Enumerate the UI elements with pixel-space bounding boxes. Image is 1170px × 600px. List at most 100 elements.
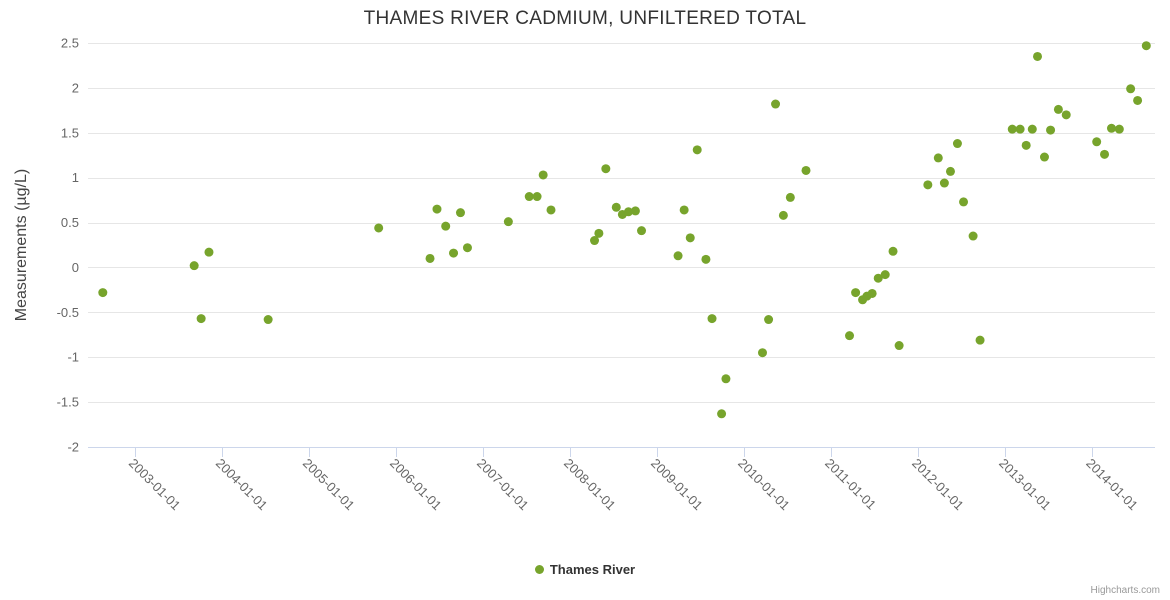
- y-axis-label: -0.5: [57, 305, 79, 320]
- data-point[interactable]: [263, 315, 273, 325]
- data-point[interactable]: [590, 236, 600, 246]
- y-axis-label: 0.5: [61, 215, 79, 230]
- chart-title: THAMES RIVER CADMIUM, UNFILTERED TOTAL: [363, 8, 807, 29]
- data-point[interactable]: [1061, 110, 1071, 120]
- data-point[interactable]: [189, 261, 199, 271]
- data-point[interactable]: [441, 221, 451, 231]
- data-point[interactable]: [462, 243, 472, 253]
- x-axis-label: 2014-01-01: [1083, 456, 1141, 514]
- data-point[interactable]: [1046, 125, 1056, 135]
- data-point[interactable]: [1033, 51, 1043, 61]
- data-point[interactable]: [432, 204, 442, 214]
- data-point[interactable]: [939, 178, 949, 188]
- data-point[interactable]: [1106, 123, 1116, 133]
- y-axis-label: 1.5: [61, 125, 79, 140]
- data-point[interactable]: [1126, 84, 1136, 94]
- data-point[interactable]: [532, 192, 542, 202]
- data-point[interactable]: [673, 251, 683, 261]
- data-point[interactable]: [867, 288, 877, 298]
- data-point[interactable]: [1114, 124, 1124, 134]
- data-point[interactable]: [98, 288, 108, 298]
- x-axis-label: 2011-01-01: [822, 456, 879, 513]
- y-axis-label: 2: [72, 80, 79, 95]
- data-point[interactable]: [1100, 149, 1110, 159]
- data-point[interactable]: [880, 270, 890, 280]
- x-axis-label: 2009-01-01: [648, 456, 706, 514]
- data-point[interactable]: [1027, 124, 1037, 134]
- data-point[interactable]: [601, 164, 611, 174]
- x-axis-label: 2007-01-01: [474, 456, 532, 514]
- data-point[interactable]: [546, 205, 556, 215]
- data-point[interactable]: [374, 223, 384, 233]
- data-point[interactable]: [894, 341, 904, 351]
- data-point[interactable]: [707, 314, 717, 324]
- x-axis-label: 2003-01-01: [126, 456, 184, 514]
- data-point[interactable]: [968, 231, 978, 241]
- y-axis-label: 0: [72, 260, 79, 275]
- data-point[interactable]: [449, 248, 459, 258]
- data-point[interactable]: [196, 314, 206, 324]
- data-point[interactable]: [778, 210, 788, 220]
- x-axis-label: 2013-01-01: [996, 456, 1054, 514]
- highcharts-credits-link[interactable]: Highcharts.com: [1090, 585, 1160, 596]
- data-point[interactable]: [1007, 124, 1017, 134]
- data-point[interactable]: [1053, 104, 1063, 114]
- x-axis-label: 2006-01-01: [387, 456, 445, 514]
- data-point[interactable]: [1021, 140, 1031, 150]
- data-point[interactable]: [594, 228, 604, 238]
- data-point[interactable]: [888, 246, 898, 256]
- x-axis-label: 2012-01-01: [909, 456, 967, 514]
- data-point[interactable]: [771, 99, 781, 109]
- data-point[interactable]: [1141, 41, 1151, 51]
- y-axis-title: Measurements (µg/L): [13, 168, 30, 322]
- data-point[interactable]: [685, 233, 695, 243]
- data-point[interactable]: [611, 202, 621, 212]
- data-point[interactable]: [1092, 137, 1102, 147]
- data-point[interactable]: [630, 206, 640, 216]
- data-point[interactable]: [764, 315, 774, 325]
- data-point[interactable]: [538, 170, 548, 180]
- y-axis-label: 1: [72, 170, 79, 185]
- x-axis-label: 2005-01-01: [300, 456, 358, 514]
- data-point[interactable]: [785, 192, 795, 202]
- y-axis-label: -2: [67, 440, 79, 455]
- data-point[interactable]: [204, 247, 214, 257]
- x-axis-label: 2008-01-01: [561, 456, 619, 514]
- data-point[interactable]: [721, 374, 731, 384]
- data-point[interactable]: [637, 226, 647, 236]
- data-point[interactable]: [1039, 152, 1049, 162]
- data-point[interactable]: [851, 288, 861, 298]
- y-axis-label: -1.5: [57, 395, 79, 410]
- data-point[interactable]: [524, 192, 534, 202]
- data-point[interactable]: [503, 217, 513, 227]
- data-point[interactable]: [945, 166, 955, 176]
- data-point[interactable]: [679, 205, 689, 215]
- data-point[interactable]: [455, 208, 465, 218]
- legend-item-thames-river[interactable]: Thames River: [534, 562, 636, 577]
- data-point[interactable]: [801, 165, 811, 175]
- data-point[interactable]: [959, 197, 969, 207]
- x-axis-label: 2004-01-01: [213, 456, 271, 514]
- data-point[interactable]: [923, 180, 933, 190]
- legend-marker-icon: [534, 565, 544, 574]
- data-point[interactable]: [623, 207, 633, 217]
- y-axis-label: 2.5: [61, 36, 79, 51]
- data-point[interactable]: [952, 139, 962, 149]
- data-point[interactable]: [873, 273, 883, 283]
- data-point[interactable]: [1015, 124, 1025, 134]
- data-point[interactable]: [975, 335, 985, 345]
- data-point[interactable]: [845, 331, 855, 341]
- legend: Thames River: [0, 562, 1170, 577]
- data-point[interactable]: [757, 348, 767, 358]
- x-axis-label: 2010-01-01: [735, 456, 793, 514]
- legend-label: Thames River: [549, 562, 636, 577]
- data-point[interactable]: [425, 253, 435, 263]
- data-point[interactable]: [933, 153, 943, 163]
- data-point[interactable]: [692, 145, 702, 155]
- data-point[interactable]: [701, 254, 711, 264]
- data-point[interactable]: [1133, 95, 1143, 105]
- y-axis-label: -1: [67, 350, 79, 365]
- data-point[interactable]: [717, 409, 727, 419]
